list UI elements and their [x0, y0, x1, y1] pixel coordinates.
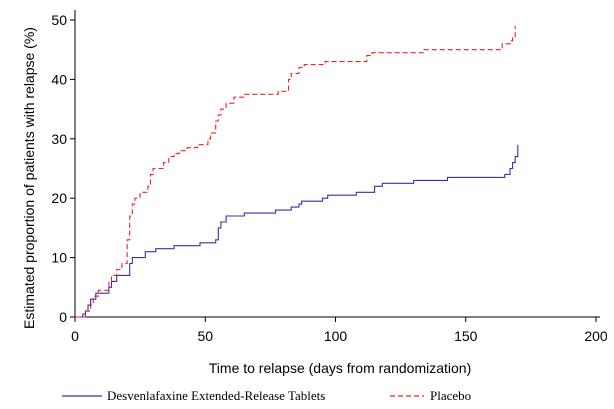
y-tick-label: 20	[51, 190, 67, 206]
series-layer	[75, 25, 519, 318]
x-tick-label: 0	[71, 328, 79, 344]
legend-label-desvenlafaxine: Desvenlafaxine Extended-Release Tablets	[107, 388, 325, 403]
x-axis-ticks: 0 50 100 150 200	[71, 317, 608, 344]
y-axis-title: Estimated proportion of patients with re…	[21, 27, 37, 329]
x-tick-label: 100	[324, 328, 348, 344]
legend: Desvenlafaxine Extended-Release Tablets …	[62, 388, 471, 403]
y-tick-label: 10	[51, 250, 67, 266]
x-tick-label: 200	[584, 328, 608, 344]
y-axis-ticks: 0 10 20 30 40 50	[51, 12, 75, 325]
y-tick-label: 40	[51, 71, 67, 87]
x-axis-title: Time to relapse (days from randomization…	[209, 360, 471, 376]
y-tick-label: 30	[51, 131, 67, 147]
y-tick-label: 0	[59, 309, 67, 325]
y-tick-label: 50	[51, 12, 67, 28]
x-tick-label: 150	[454, 328, 478, 344]
series-line-placebo	[75, 25, 516, 318]
x-tick-label: 50	[197, 328, 213, 344]
series-line-desvenlafaxine	[75, 144, 519, 318]
plot-frame	[74, 10, 600, 318]
legend-label-placebo: Placebo	[430, 388, 471, 403]
